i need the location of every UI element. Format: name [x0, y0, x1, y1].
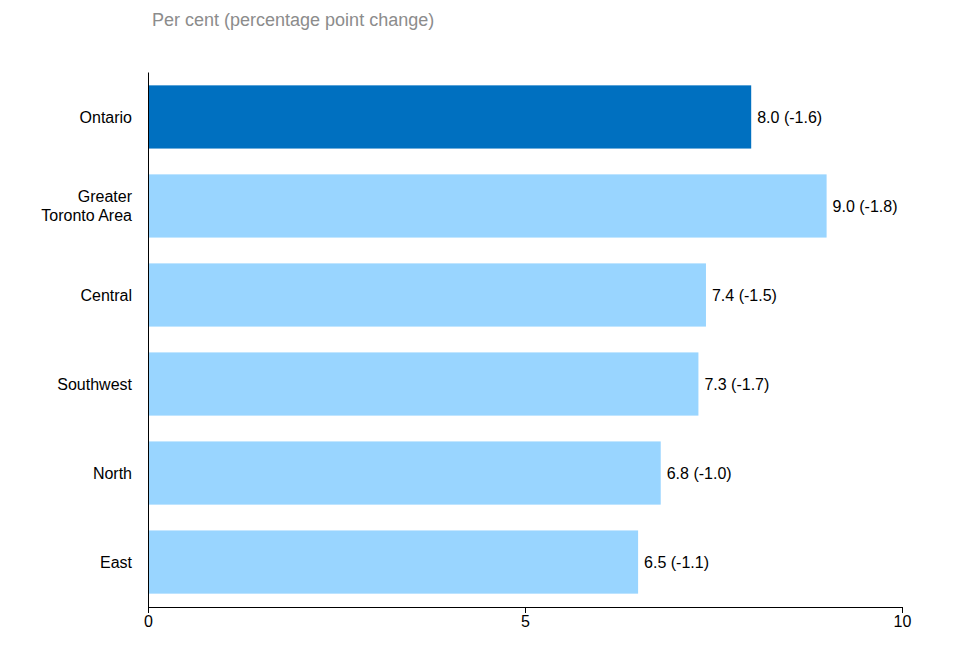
y-tick-label-line: East [100, 554, 133, 571]
chart-title: Per cent (percentage point change) [152, 10, 434, 30]
y-tick: Greater Toronto Area [41, 188, 148, 224]
y-axis: Ontario Greater Toronto Area Central Southwe… [41, 73, 148, 608]
data-label: 8.0 (-1.6) [757, 109, 822, 126]
y-axis-line [148, 73, 149, 608]
x-axis-line [149, 608, 903, 614]
data-label: 6.8 (-1.0) [667, 465, 732, 482]
y-tick-label-line: Central [80, 287, 132, 304]
x-tick-label: 5 [521, 613, 530, 630]
x-tick-mark [902, 607, 903, 613]
bar [148, 263, 706, 326]
x-tick: 0 [144, 607, 153, 630]
bar [148, 352, 698, 415]
y-tick-label: East [100, 554, 133, 571]
x-tick-label: 0 [144, 613, 153, 630]
data-label: 7.4 (-1.5) [712, 287, 777, 304]
data-label: 9.0 (-1.8) [833, 198, 898, 215]
y-tick-label-line: Greater [78, 188, 133, 205]
y-tick-label-line: Southwest [57, 376, 132, 393]
x-tick-mark [525, 607, 526, 613]
bars [148, 85, 827, 593]
data-labels: 8.0 (-1.6) 9.0 (-1.8) 7.4 (-1.5) 7.3 (-1.7)… [644, 109, 897, 571]
bar [148, 530, 638, 593]
y-tick-label-line: North [93, 465, 132, 482]
y-tick-label: Southwest [57, 376, 132, 393]
x-tick-mark [148, 607, 149, 613]
y-tick: East [100, 554, 148, 571]
chart-svg: Per cent (percentage point change) 8.0 (-… [0, 0, 960, 652]
y-tick-label: Central [80, 287, 132, 304]
data-label: 6.5 (-1.1) [644, 554, 709, 571]
bar [148, 174, 827, 237]
bar [148, 441, 661, 504]
chart-container: Per cent (percentage point change) 8.0 (-… [0, 0, 960, 652]
y-tick-label-line: Ontario [80, 109, 133, 126]
y-tick: Southwest [57, 376, 148, 393]
x-tick: 5 [521, 607, 530, 630]
bar [148, 85, 751, 148]
data-label: 7.3 (-1.7) [704, 376, 769, 393]
y-tick: Ontario [80, 109, 148, 126]
y-tick-label: North [93, 465, 132, 482]
x-tick-label: 10 [894, 613, 912, 630]
y-tick: North [93, 465, 148, 482]
y-tick-label: Ontario [80, 109, 133, 126]
x-axis: 0 5 10 [144, 607, 911, 630]
y-tick: Central [80, 287, 148, 304]
y-tick-label: Greater Toronto Area [41, 188, 132, 224]
x-tick: 10 [894, 607, 912, 630]
y-tick-label-line: Toronto Area [41, 207, 132, 224]
